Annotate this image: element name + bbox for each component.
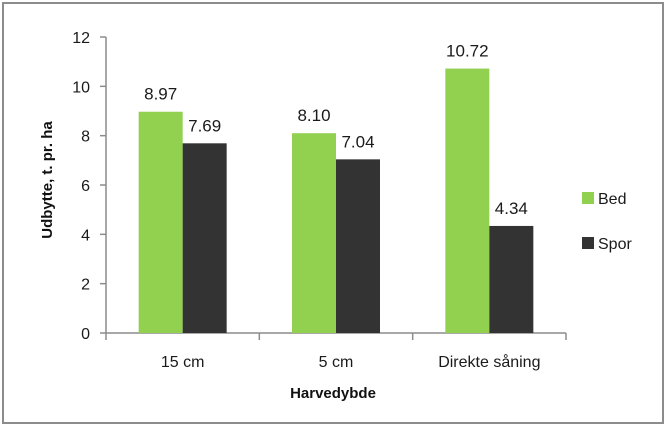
bars: 8.97 8.10 10.72 7.69 7.04 4.34 xyxy=(138,42,534,334)
bar-spor xyxy=(182,143,227,333)
x-tick-label: Direkte såning xyxy=(438,353,540,371)
bar-bed xyxy=(292,133,336,333)
x-tick-label: 5 cm xyxy=(319,354,354,371)
legend: Bed Spor xyxy=(582,191,632,253)
legend-label-spor: Spor xyxy=(598,236,632,253)
y-tick-label: 2 xyxy=(81,277,90,294)
y-tick-label: 6 xyxy=(81,178,90,195)
data-label: 7.69 xyxy=(188,116,221,135)
y-tick-label: 8 xyxy=(81,129,90,146)
x-axis-ticks: 15 cm 5 cm Direkte såning xyxy=(105,333,567,371)
x-tick-label: 15 cm xyxy=(161,354,205,371)
y-axis-title: Udbytte, t. pr. ha xyxy=(39,121,56,239)
data-label: 8.97 xyxy=(144,85,177,104)
data-label: 7.04 xyxy=(341,132,374,151)
y-tick-label: 0 xyxy=(81,326,90,343)
y-tick-label: 4 xyxy=(81,227,90,244)
legend-label-bed: Bed xyxy=(598,191,626,208)
data-label: 8.10 xyxy=(297,106,330,125)
data-label: 10.72 xyxy=(446,42,489,61)
bar-bed xyxy=(138,111,183,334)
x-axis-title: Harvedybde xyxy=(290,385,376,402)
y-tick-label: 10 xyxy=(72,79,90,96)
bar-bed xyxy=(445,68,490,333)
y-tick-label: 12 xyxy=(72,30,90,47)
bar-spor xyxy=(489,225,534,333)
legend-swatch-bed xyxy=(582,192,594,204)
legend-swatch-spor xyxy=(582,237,594,249)
bar-spor xyxy=(336,159,380,333)
data-label: 4.34 xyxy=(495,199,528,218)
y-axis-ticks: 0 2 4 6 8 10 12 xyxy=(72,30,106,343)
